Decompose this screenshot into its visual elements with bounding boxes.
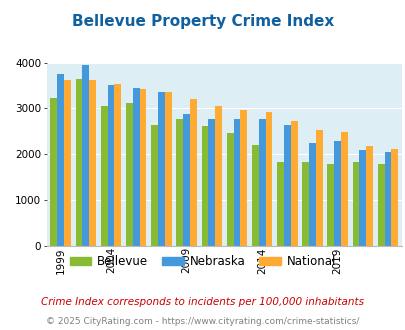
Bar (164, 92, 171, 246)
Bar (158, 92, 164, 246)
Bar (132, 88, 139, 246)
Bar (139, 89, 146, 246)
Bar (75, 79, 82, 246)
Text: Bellevue Property Crime Index: Bellevue Property Crime Index (72, 14, 333, 29)
Bar (265, 112, 272, 246)
Bar (57, 74, 64, 246)
Legend: Bellevue, Nebraska, National: Bellevue, Nebraska, National (65, 250, 340, 273)
Bar (233, 119, 240, 246)
Bar (151, 124, 158, 246)
Bar (226, 133, 233, 246)
Bar (308, 143, 315, 246)
Bar (283, 124, 290, 246)
Bar (333, 142, 340, 246)
Bar (240, 110, 247, 246)
Bar (208, 119, 215, 246)
Bar (201, 126, 208, 246)
Bar (107, 85, 114, 246)
Text: © 2025 CityRating.com - https://www.cityrating.com/crime-statistics/: © 2025 CityRating.com - https://www.city… (46, 317, 359, 326)
Bar (277, 162, 283, 246)
Bar (258, 118, 265, 246)
Bar (50, 98, 57, 246)
Bar (377, 164, 384, 246)
Bar (100, 106, 107, 246)
Bar (365, 146, 372, 246)
Bar (64, 80, 70, 246)
Bar (340, 132, 347, 246)
Bar (176, 119, 183, 246)
Bar (352, 162, 358, 246)
Bar (327, 164, 333, 246)
Bar (190, 99, 196, 246)
Bar (315, 130, 322, 246)
Bar (390, 149, 397, 246)
Bar (290, 121, 297, 246)
Bar (215, 106, 222, 246)
Bar (251, 145, 258, 246)
Text: Crime Index corresponds to incidents per 100,000 inhabitants: Crime Index corresponds to incidents per… (41, 297, 364, 307)
Bar (302, 162, 308, 246)
Bar (114, 84, 121, 246)
Bar (384, 152, 390, 246)
Bar (82, 65, 89, 246)
Bar (126, 103, 132, 246)
Bar (89, 80, 96, 246)
Bar (358, 150, 365, 246)
Bar (183, 114, 190, 246)
